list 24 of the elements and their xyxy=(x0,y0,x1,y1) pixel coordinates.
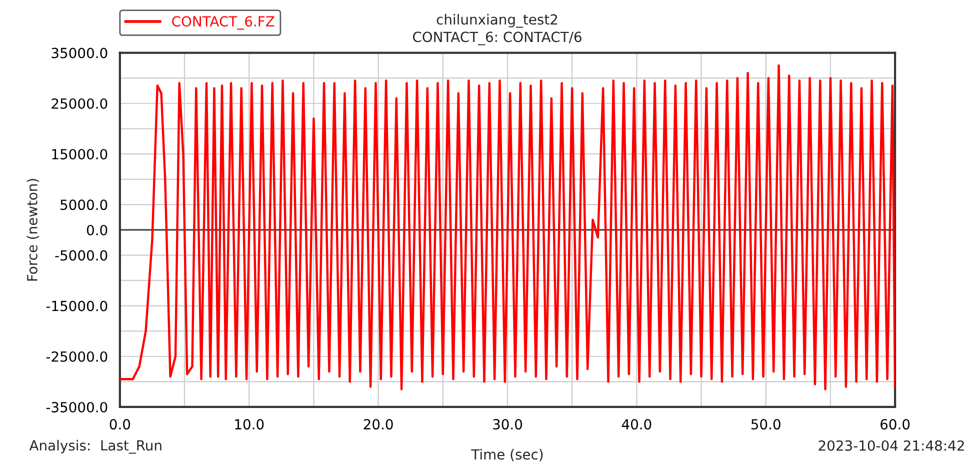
text: Analysis: Last_Run xyxy=(29,440,162,454)
y-tick-label: -15000.0 xyxy=(46,300,108,312)
x-axis-title: Time (sec) xyxy=(471,448,543,462)
y-tick-label: 35000.0 xyxy=(52,48,108,58)
y-tick-label: 25000.0 xyxy=(52,98,108,109)
x-tick-label: 30.0 xyxy=(493,419,522,430)
x-tick-label: 10.0 xyxy=(235,419,264,430)
chart-subtitle: CONTACT_6: CONTACT/6 xyxy=(412,32,582,46)
y-tick-label: 15000.0 xyxy=(52,148,108,160)
x-tick-label: 60.0 xyxy=(880,419,910,430)
line-series xyxy=(120,64,896,390)
x-tick-label: 40.0 xyxy=(622,419,652,430)
y-tick-label: -25000.0 xyxy=(46,351,108,362)
chart-title: chilunxiang_test2 xyxy=(436,14,558,28)
y-tick-label: 5000.0 xyxy=(60,200,108,210)
x-tick-label: 0.0 xyxy=(110,419,130,430)
y-tick-label: -5000.0 xyxy=(55,250,108,261)
y-axis-title: Force (newton) xyxy=(26,178,40,281)
y-tick-label: -35000.0 xyxy=(46,402,108,412)
text: 2023-10-04 21:48:42 xyxy=(818,440,964,451)
x-tick-label: 20.0 xyxy=(364,419,393,430)
y-tick-label: 0.0 xyxy=(86,224,108,236)
x-tick-label: 50.0 xyxy=(751,419,780,430)
legend-label: CONTACT_6.FZ xyxy=(172,16,274,30)
